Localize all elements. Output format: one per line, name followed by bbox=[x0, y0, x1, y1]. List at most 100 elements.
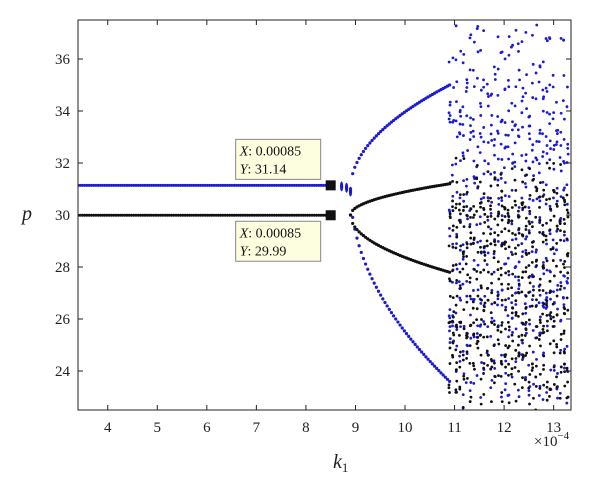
x-axis-multiplier: ×10−4 bbox=[534, 430, 570, 450]
data-point bbox=[486, 363, 489, 367]
data-point bbox=[538, 231, 542, 234]
data-point bbox=[563, 370, 566, 374]
data-point bbox=[472, 238, 476, 241]
data-point bbox=[468, 294, 472, 298]
data-point bbox=[504, 262, 508, 266]
data-point bbox=[503, 355, 507, 359]
data-point bbox=[459, 325, 462, 329]
data-point bbox=[499, 176, 503, 180]
data-point bbox=[549, 297, 552, 301]
data-point bbox=[507, 215, 511, 219]
data-point bbox=[528, 124, 532, 128]
data-point bbox=[475, 342, 479, 346]
data-point bbox=[214, 213, 218, 217]
data-point bbox=[469, 297, 473, 301]
data-point bbox=[376, 289, 381, 293]
data-point bbox=[541, 289, 545, 292]
data-point bbox=[506, 256, 510, 260]
data-point bbox=[500, 196, 503, 200]
data-point bbox=[490, 320, 493, 324]
data-point bbox=[462, 134, 465, 137]
data-point bbox=[496, 35, 500, 39]
data-point bbox=[458, 196, 462, 200]
data-point bbox=[469, 116, 472, 120]
data-tip-x-value: : 0.00085 bbox=[248, 226, 301, 241]
data-point bbox=[546, 380, 549, 384]
data-point bbox=[517, 314, 520, 318]
data-point bbox=[541, 264, 545, 267]
data-point bbox=[538, 318, 542, 322]
data-point bbox=[230, 213, 234, 217]
data-point bbox=[524, 321, 528, 324]
data-point bbox=[490, 200, 493, 204]
data-point bbox=[500, 158, 504, 161]
data-point bbox=[528, 193, 532, 197]
data-point bbox=[489, 172, 493, 176]
data-point bbox=[541, 60, 545, 64]
data-point bbox=[454, 162, 458, 166]
data-point bbox=[531, 62, 535, 66]
data-point bbox=[487, 225, 490, 229]
data-point bbox=[510, 316, 514, 320]
data-point bbox=[402, 329, 406, 333]
data-point bbox=[559, 36, 563, 40]
data-point bbox=[187, 213, 191, 217]
data-point bbox=[448, 114, 452, 117]
data-point bbox=[552, 190, 556, 194]
data-point bbox=[452, 86, 455, 89]
data-point bbox=[487, 353, 490, 357]
data-point bbox=[98, 183, 102, 187]
data-point bbox=[476, 263, 480, 267]
x-tick-label: 8 bbox=[302, 420, 310, 436]
data-point bbox=[109, 213, 113, 217]
data-point bbox=[558, 222, 562, 226]
data-point bbox=[538, 386, 542, 390]
data-point bbox=[559, 332, 563, 336]
data-point bbox=[476, 250, 480, 254]
data-point bbox=[511, 272, 515, 276]
data-point bbox=[542, 188, 546, 192]
y-axis-label: p bbox=[20, 203, 32, 225]
data-point bbox=[112, 183, 116, 187]
data-point bbox=[487, 270, 490, 274]
data-point bbox=[257, 183, 261, 187]
data-point bbox=[525, 73, 528, 77]
data-point bbox=[107, 183, 111, 187]
data-point bbox=[552, 162, 556, 165]
data-point bbox=[538, 195, 542, 199]
data-point bbox=[559, 217, 563, 220]
data-point bbox=[196, 213, 200, 217]
data-point bbox=[472, 289, 475, 292]
data-point bbox=[468, 324, 472, 328]
x-tick-label: 5 bbox=[154, 420, 162, 436]
data-point bbox=[527, 380, 531, 384]
data-point bbox=[451, 229, 455, 232]
data-point bbox=[528, 197, 532, 201]
data-tip-marker bbox=[325, 180, 336, 191]
data-point bbox=[524, 228, 528, 231]
data-point bbox=[451, 315, 455, 319]
data-point bbox=[552, 368, 556, 372]
data-point bbox=[430, 362, 434, 366]
data-point bbox=[163, 183, 167, 187]
data-point bbox=[448, 234, 452, 238]
data-point bbox=[493, 361, 496, 365]
data-point bbox=[493, 153, 496, 157]
data-point bbox=[312, 213, 316, 217]
data-point bbox=[511, 253, 514, 256]
data-point bbox=[524, 266, 528, 269]
data-point bbox=[272, 183, 276, 187]
data-point bbox=[496, 325, 500, 329]
data-point bbox=[394, 317, 398, 321]
data-point bbox=[548, 342, 552, 346]
data-point bbox=[172, 213, 176, 217]
data-point bbox=[528, 137, 532, 141]
data-point bbox=[190, 213, 194, 217]
data-point bbox=[537, 80, 541, 84]
data-point bbox=[372, 281, 376, 285]
data-point bbox=[252, 213, 256, 217]
data-point bbox=[270, 213, 274, 217]
data-point bbox=[565, 193, 569, 197]
data-point bbox=[499, 359, 503, 363]
data-point bbox=[359, 232, 363, 236]
